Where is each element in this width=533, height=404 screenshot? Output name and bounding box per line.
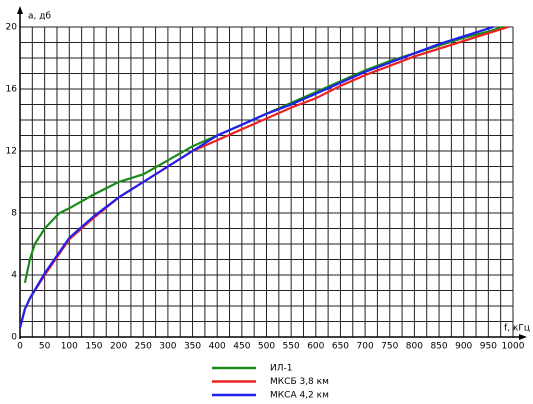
- x-tick-label: 750: [381, 342, 398, 352]
- x-tick-label: 50: [39, 342, 51, 352]
- x-tick-label: 700: [357, 342, 374, 352]
- y-tick-label: 12: [6, 147, 17, 157]
- y-tick-label: 16: [6, 85, 18, 95]
- x-tick-label: 650: [332, 342, 349, 352]
- series-line: [18, 25, 509, 328]
- x-tick-label: 0: [17, 342, 23, 352]
- x-tick-label: 1000: [502, 342, 525, 352]
- y-tick-label: 8: [11, 209, 17, 219]
- x-tick-label: 150: [85, 342, 102, 352]
- x-tick-label: 200: [110, 342, 127, 352]
- x-tick-label: 350: [184, 342, 201, 352]
- legend-label: МКСБ 3,8 км: [270, 377, 329, 387]
- x-tick-label: 400: [209, 342, 226, 352]
- y-tick-label: 20: [6, 23, 18, 33]
- x-tick-label: 800: [406, 342, 423, 352]
- x-tick-label: 550: [283, 342, 300, 352]
- x-axis-label: f, кГц: [504, 324, 530, 334]
- x-tick-label: 500: [258, 342, 275, 352]
- x-tick-label: 300: [159, 342, 176, 352]
- x-axis-arrow: [519, 334, 527, 340]
- x-tick-label: 450: [233, 342, 250, 352]
- y-tick-label: 4: [11, 271, 17, 281]
- x-tick-label: 250: [135, 342, 152, 352]
- x-tick-label: 100: [61, 342, 78, 352]
- x-tick-label: 850: [430, 342, 447, 352]
- x-tick-label: 950: [480, 342, 497, 352]
- legend-label: ИЛ-1: [270, 364, 292, 374]
- x-tick-label: 600: [307, 342, 324, 352]
- y-axis-arrow: [17, 6, 23, 14]
- legend-label: МКСА 4,2 км: [270, 391, 329, 401]
- y-tick-label: 0: [11, 333, 17, 343]
- x-tick-label: 900: [455, 342, 472, 352]
- series-line: [18, 25, 494, 328]
- y-axis-label: а, дб: [28, 12, 51, 22]
